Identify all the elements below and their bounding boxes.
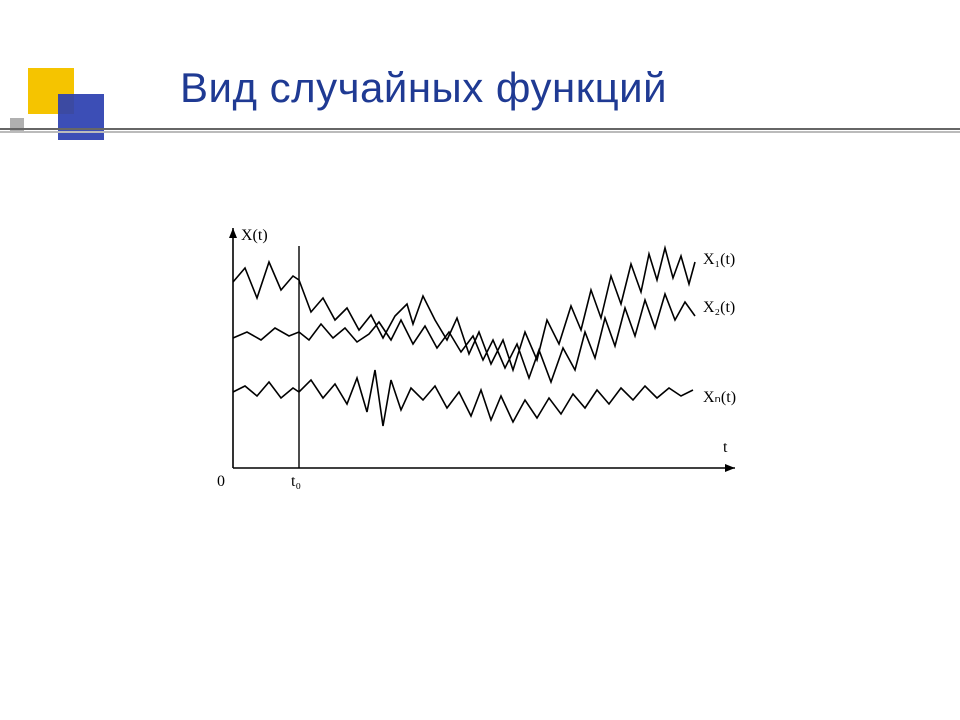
decor-blue-square: [58, 94, 104, 140]
x-axis-arrow: [725, 464, 735, 472]
origin-label: 0: [217, 473, 225, 490]
random-functions-chart: X(t) 0 t₀ t X₁(t) X₂(t) Xₙ(t): [195, 220, 755, 505]
series2-label: X₂(t): [703, 299, 735, 316]
series-Xn: [233, 370, 693, 426]
t0-label: t₀: [291, 473, 301, 490]
slide: Вид случайных функций X(t) 0 t₀ t X₁(t) X₂(t)…: [0, 0, 960, 720]
horizontal-rule-shadow: [0, 131, 960, 133]
corner-decor: [28, 68, 108, 148]
chart-svg: X(t) 0 t₀ t X₁(t) X₂(t) Xₙ(t): [195, 220, 755, 500]
series-n-label: Xₙ(t): [703, 389, 736, 406]
x-axis-label: t: [723, 439, 728, 456]
y-axis-label: X(t): [241, 227, 268, 244]
horizontal-rule: [0, 128, 960, 130]
series1-label: X₁(t): [703, 251, 735, 268]
y-axis-arrow: [229, 228, 237, 238]
slide-title: Вид случайных функций: [180, 64, 667, 112]
